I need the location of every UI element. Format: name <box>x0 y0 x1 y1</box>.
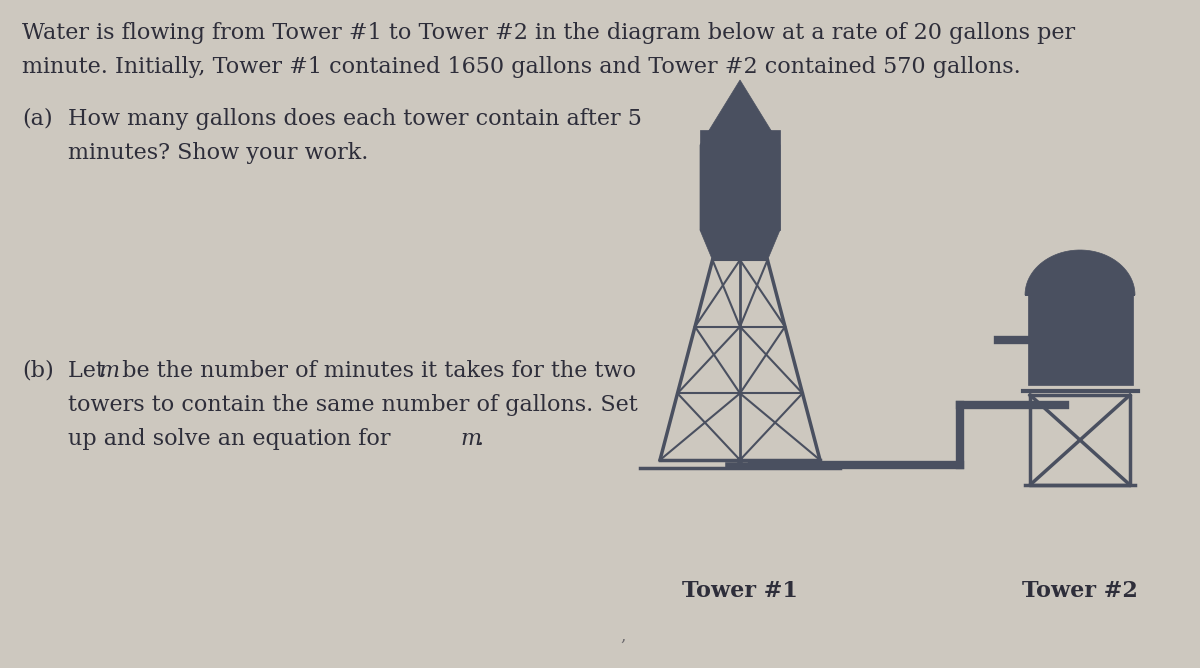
Text: m: m <box>460 428 481 450</box>
Text: m: m <box>98 360 119 382</box>
Polygon shape <box>700 230 780 260</box>
Polygon shape <box>1025 250 1135 295</box>
Text: minutes? Show your work.: minutes? Show your work. <box>68 142 368 164</box>
Text: Tower #2: Tower #2 <box>1022 580 1138 602</box>
Text: How many gallons does each tower contain after 5: How many gallons does each tower contain… <box>68 108 642 130</box>
Text: up and solve an equation for: up and solve an equation for <box>68 428 397 450</box>
Text: Water is flowing from Tower #1 to Tower #2 in the diagram below at a rate of 20 : Water is flowing from Tower #1 to Tower … <box>22 22 1075 44</box>
Polygon shape <box>1027 295 1133 385</box>
Text: ,: , <box>620 628 625 645</box>
Text: (b): (b) <box>22 360 54 382</box>
Text: Tower #1: Tower #1 <box>682 580 798 602</box>
Text: minute. Initially, Tower #1 contained 1650 gallons and Tower #2 contained 570 ga: minute. Initially, Tower #1 contained 16… <box>22 56 1021 78</box>
Polygon shape <box>700 80 780 230</box>
Text: be the number of minutes it takes for the two: be the number of minutes it takes for th… <box>115 360 636 382</box>
Polygon shape <box>700 130 780 230</box>
Text: (a): (a) <box>22 108 53 130</box>
Text: .: . <box>478 428 484 450</box>
Text: towers to contain the same number of gallons. Set: towers to contain the same number of gal… <box>68 394 637 416</box>
Text: Let: Let <box>68 360 112 382</box>
